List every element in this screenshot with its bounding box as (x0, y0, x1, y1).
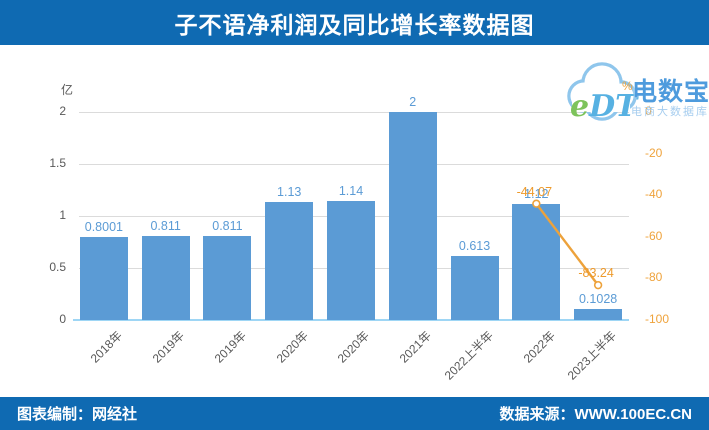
edt-cloud-logo-icon: eDT (567, 62, 640, 124)
bar (203, 235, 252, 320)
line-marker (532, 199, 541, 208)
bar-value-label: 0.1028 (578, 292, 618, 307)
bar (79, 236, 128, 320)
gridline (79, 164, 629, 165)
left-axis-unit-label: 亿 (61, 83, 74, 97)
bar-value-label: 1.13 (277, 185, 302, 200)
x-axis-line (73, 319, 629, 321)
right-axis-tick: -100 (645, 312, 670, 326)
left-axis-tick: 0 (59, 312, 66, 326)
bar-value-label: 2 (409, 95, 417, 109)
left-axis-tick: 1 (59, 208, 66, 222)
gridline (79, 112, 629, 113)
right-axis-tick: 0 (645, 104, 652, 118)
bar (327, 201, 375, 320)
right-axis-tick: -40 (645, 187, 663, 202)
watermark: eDT 电数宝 电商大数据库 (558, 56, 709, 128)
line-marker (593, 280, 603, 290)
bar (450, 256, 499, 320)
right-axis-unit-label: % (622, 79, 633, 93)
left-axis-tick: 0.5 (49, 260, 66, 274)
svg-text:eDT: eDT (570, 89, 640, 124)
line-value-label: -44.07 (516, 184, 553, 199)
line-value-label: -83.24 (578, 266, 614, 281)
page-title: 子不语净利润及同比增长率数据图 (174, 11, 535, 38)
watermark-tagline-text: 电商大数据库 (631, 106, 709, 118)
bar-value-label: 0.613 (458, 239, 491, 254)
footer-source: 数据来源：WWW.100EC.CN (499, 406, 692, 423)
right-axis-tick: -60 (645, 228, 663, 243)
footer-credit: 图表编制：网经社 (17, 406, 138, 423)
left-axis-tick: 2 (59, 104, 66, 118)
right-axis-tick: -80 (645, 270, 663, 285)
left-axis-tick: 1.5 (49, 156, 66, 170)
watermark-brand-text: 电数宝 (632, 78, 709, 106)
bar-value-label: 1.14 (338, 184, 364, 199)
title-bar: 子不语净利润及同比增长率数据图 (0, 0, 709, 45)
bar (388, 112, 437, 320)
footer-bar: 图表编制：网经社 数据来源：WWW.100EC.CN (0, 397, 709, 430)
bar-value-label: 0.811 (212, 218, 243, 233)
bar (141, 235, 190, 320)
bar (574, 309, 623, 320)
bar-value-label: 0.8001 (84, 219, 123, 234)
bar-value-label: 1.12 (524, 186, 549, 201)
bar (265, 202, 314, 320)
right-axis-tick: -20 (645, 145, 663, 160)
bar-value-label: 0.811 (150, 218, 181, 233)
